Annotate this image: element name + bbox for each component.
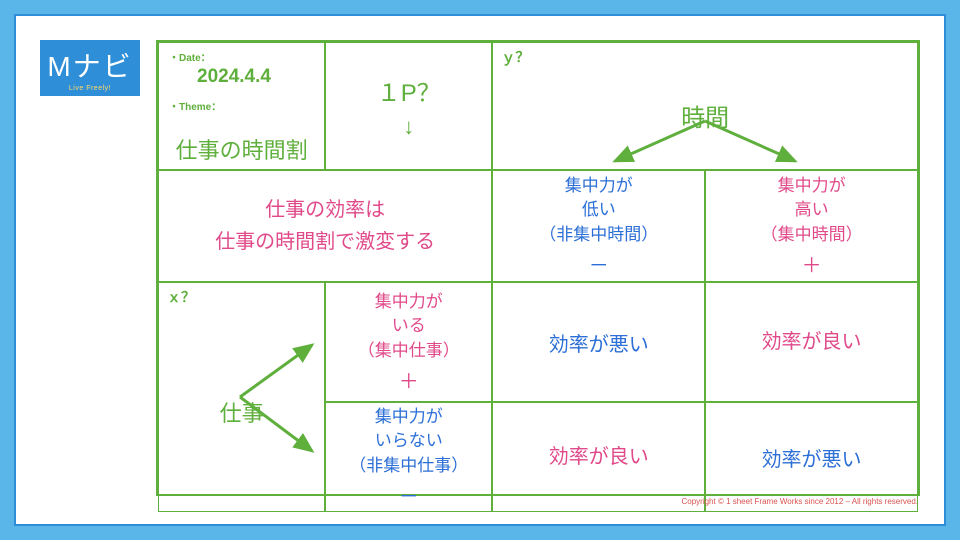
good1: 効率が良い [762, 326, 862, 358]
cell-low-focus-time: 集中力が 低い （非集中時間） － [492, 170, 705, 282]
row-need-focus: 集中力が いる （集中仕事） ＋ 効率が悪い 効率が良い [325, 282, 918, 402]
cell-good-1: 効率が良い [705, 282, 918, 402]
theme-label: ・Theme： [169, 98, 221, 113]
matrix-grid: ・Date： 2024.4.4 ・Theme： 仕事の時間割 １P？ ↓ ｙ？ … [156, 40, 920, 496]
high1: 集中力が [778, 174, 846, 199]
arrow-down-icon: ↓ [403, 114, 414, 140]
logo: Mナビ Live Freely! [40, 40, 140, 96]
cell-main-statement: 仕事の効率は 仕事の時間割で激変する [158, 170, 492, 282]
onep-label: １P？ [377, 73, 441, 108]
x-label: ｘ？ [167, 287, 195, 307]
bad1: 効率が悪い [549, 328, 649, 357]
logo-text: Mナビ [47, 45, 132, 85]
nof1: 集中力が [375, 405, 443, 430]
high3: （集中時間） [761, 223, 863, 248]
cell-need-focus-work: 集中力が いる （集中仕事） ＋ [325, 282, 492, 402]
nf2: いる [392, 314, 426, 339]
cell-date-theme: ・Date： 2024.4.4 ・Theme： 仕事の時間割 [158, 42, 325, 170]
date-label: ・Date： [169, 49, 211, 64]
nof3: （非集中仕事） [349, 454, 468, 479]
cell-good-2: 効率が良い [492, 402, 705, 512]
main-line1: 仕事の効率は [265, 194, 385, 226]
branch-arrows-icon [555, 117, 855, 167]
theme-value: 仕事の時間割 [176, 133, 308, 165]
cell-no-focus-work: 集中力が いらない （非集中仕事） － [325, 402, 492, 512]
cell-high-focus-time: 集中力が 高い （集中時間） ＋ [705, 170, 918, 282]
slide-frame: Mナビ Live Freely! ・Date： 2024.4.4 ・Theme：… [14, 14, 946, 526]
low3: （非集中時間） [539, 223, 658, 248]
date-value: 2024.4.4 [197, 66, 271, 88]
cell-bad-1: 効率が悪い [492, 282, 705, 402]
nf3: （集中仕事） [358, 339, 460, 364]
right-stack: 集中力が いる （集中仕事） ＋ 効率が悪い 効率が良い 集中力が [325, 282, 918, 512]
row-header: ・Date： 2024.4.4 ・Theme： 仕事の時間割 １P？ ↓ ｙ？ … [158, 42, 918, 170]
y-label: ｙ？ [501, 47, 529, 67]
high2: 高い [795, 198, 829, 223]
nf-sign: ＋ [399, 365, 419, 394]
branch-arrows-x-icon [232, 327, 322, 467]
main-line2: 仕事の時間割で激変する [215, 226, 435, 258]
copyright: Copyright © 1 sheet Frame Works since 20… [681, 497, 918, 506]
cell-bad-2: 効率が悪い [705, 402, 918, 512]
row-main: 仕事の効率は 仕事の時間割で激変する 集中力が 低い （非集中時間） － 集中力… [158, 170, 918, 282]
nof-sign: － [399, 480, 419, 509]
cell-1p: １P？ ↓ [325, 42, 492, 170]
row-no-focus: 集中力が いらない （非集中仕事） － 効率が良い 効率が悪い [325, 402, 918, 512]
row-xaxis-block: ｘ？ 仕事 集中力が [158, 282, 918, 512]
cell-y-axis: ｙ？ 時間 [492, 42, 918, 170]
good2: 効率が良い [549, 441, 649, 473]
high-sign: ＋ [802, 249, 822, 278]
bad2: 効率が悪い [762, 443, 862, 472]
nof2: いらない [375, 429, 443, 454]
low-sign: － [589, 249, 609, 278]
low2: 低い [582, 198, 616, 223]
logo-subtext: Live Freely! [69, 85, 111, 92]
low1: 集中力が [565, 174, 633, 199]
col-x-axis: ｘ？ 仕事 [158, 282, 325, 512]
cell-x-axis: ｘ？ 仕事 [158, 282, 325, 512]
nf1: 集中力が [375, 290, 443, 315]
